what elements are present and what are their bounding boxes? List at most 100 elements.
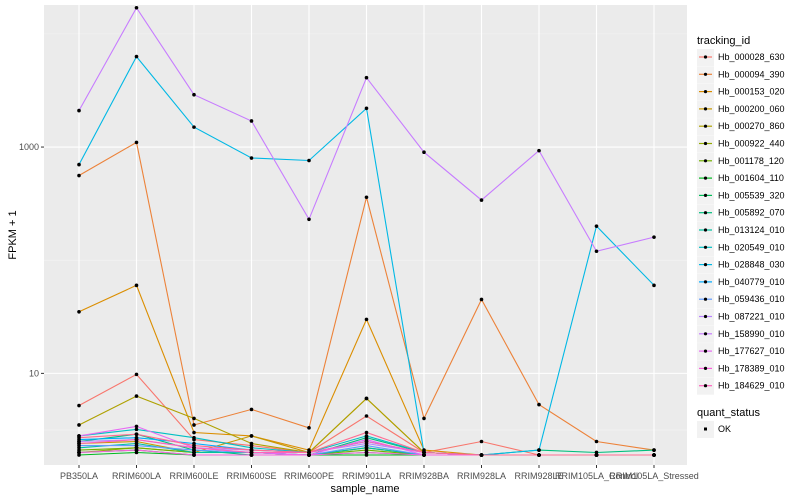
data-point xyxy=(192,430,196,435)
legend-items: Hb_000028_630 Hb_000094_390 Hb_000153_020 H… xyxy=(697,49,785,395)
data-point xyxy=(422,150,426,155)
data-point xyxy=(422,453,426,457)
data-point xyxy=(134,424,139,429)
legend-point xyxy=(703,176,708,180)
data-point xyxy=(364,396,369,401)
data-point xyxy=(134,437,139,442)
y-tick-label: 1000 xyxy=(19,142,39,152)
data-point xyxy=(192,92,196,97)
legend-point xyxy=(703,297,708,301)
data-point xyxy=(134,283,139,288)
data-point xyxy=(537,453,541,457)
legend-label: Hb_178389_010 xyxy=(718,363,785,373)
data-point xyxy=(134,394,139,398)
legend-label: Hb_184629_010 xyxy=(718,381,785,391)
data-point xyxy=(364,75,369,80)
legend-point xyxy=(703,193,708,197)
x-tick-label: RRIM105LA_Stressed xyxy=(609,471,699,481)
data-point xyxy=(307,426,311,430)
x-tick-label: RRIM105LA_Control xyxy=(555,471,638,481)
y-tick-label: 10 xyxy=(29,368,39,378)
data-point xyxy=(192,443,196,448)
legend-label: Hb_013124_010 xyxy=(718,225,785,235)
data-point xyxy=(134,6,139,10)
data-point xyxy=(77,453,81,457)
x-axis: PB350LA RRIM600LA RRIM600LE RRIM600SE RRIM60… xyxy=(60,465,699,481)
data-point xyxy=(537,402,541,407)
legend-label: Hb_040779_010 xyxy=(718,277,785,287)
legend-label: Hb_177627_010 xyxy=(718,346,785,356)
legend-point xyxy=(703,159,708,163)
data-point xyxy=(364,414,369,418)
legend-label: Hb_005892_070 xyxy=(718,208,785,218)
x-tick-label: RRIM901LA xyxy=(342,471,391,481)
data-point xyxy=(479,198,484,202)
data-point xyxy=(364,453,369,457)
legend-title: tracking_id xyxy=(697,35,750,47)
legend-point xyxy=(703,349,708,353)
data-point xyxy=(537,148,541,153)
data-point xyxy=(192,125,196,129)
data-point xyxy=(192,435,196,440)
shape-legend-title: quant_status xyxy=(697,407,760,419)
data-point xyxy=(479,453,484,457)
legend-point xyxy=(703,314,708,319)
data-point xyxy=(364,317,369,322)
legend-label: Hb_001178_120 xyxy=(718,156,784,166)
legend-point xyxy=(703,72,708,76)
data-point xyxy=(594,224,599,228)
data-point xyxy=(77,310,81,314)
grid-layer xyxy=(44,5,687,465)
data-point xyxy=(77,108,81,113)
y-axis: 10 1000 xyxy=(19,142,44,378)
data-point xyxy=(422,416,426,421)
data-point xyxy=(77,162,81,167)
data-point xyxy=(594,439,599,444)
legend-label: Hb_020549_010 xyxy=(718,242,785,252)
data-point xyxy=(134,54,139,59)
legend-point xyxy=(703,384,708,388)
legend-point xyxy=(703,228,708,232)
data-point xyxy=(192,423,196,427)
data-point xyxy=(364,430,369,435)
data-point xyxy=(364,434,369,438)
legend-point xyxy=(703,366,708,370)
legend-point xyxy=(703,141,708,146)
legend: tracking_id Hb_000028_630Hb_000094_390Hb… xyxy=(697,35,785,438)
data-point xyxy=(249,434,254,438)
data-point xyxy=(249,441,254,446)
data-point xyxy=(307,453,311,457)
legend-label: Hb_028848_030 xyxy=(718,260,785,270)
legend-label: Hb_000922_440 xyxy=(718,139,785,149)
y-axis-title: FPKM + 1 xyxy=(7,210,19,259)
legend-label: Hb_087221_010 xyxy=(718,312,785,322)
legend-point xyxy=(703,263,708,267)
data-point xyxy=(364,106,369,111)
data-point xyxy=(134,443,139,448)
x-tick-label: RRIM600LE xyxy=(169,471,218,481)
data-point xyxy=(307,450,311,455)
legend-label: Hb_000200_060 xyxy=(718,104,785,114)
data-point xyxy=(77,173,81,178)
data-point xyxy=(134,140,139,145)
x-tick-label: RRIM600SE xyxy=(226,471,276,481)
legend-label: Hb_001604_110 xyxy=(718,173,784,183)
x-tick-label: RRIM928LA xyxy=(457,471,506,481)
legend-point xyxy=(703,245,708,249)
x-tick-label: PB350LA xyxy=(60,471,98,481)
x-tick-label: RRIM600PE xyxy=(284,471,334,481)
legend-label: Hb_000270_860 xyxy=(718,121,785,131)
data-point xyxy=(364,195,369,200)
data-point xyxy=(479,439,484,444)
data-point xyxy=(134,432,139,437)
data-point xyxy=(134,372,139,377)
x-tick-label: RRIM600LA xyxy=(112,471,161,481)
data-point xyxy=(134,427,139,432)
data-point xyxy=(249,453,254,457)
data-point xyxy=(537,448,541,452)
data-point xyxy=(652,283,656,288)
legend-label: Hb_000153_020 xyxy=(718,87,785,97)
shape-legend-point xyxy=(704,427,707,431)
legend-point xyxy=(703,107,708,111)
